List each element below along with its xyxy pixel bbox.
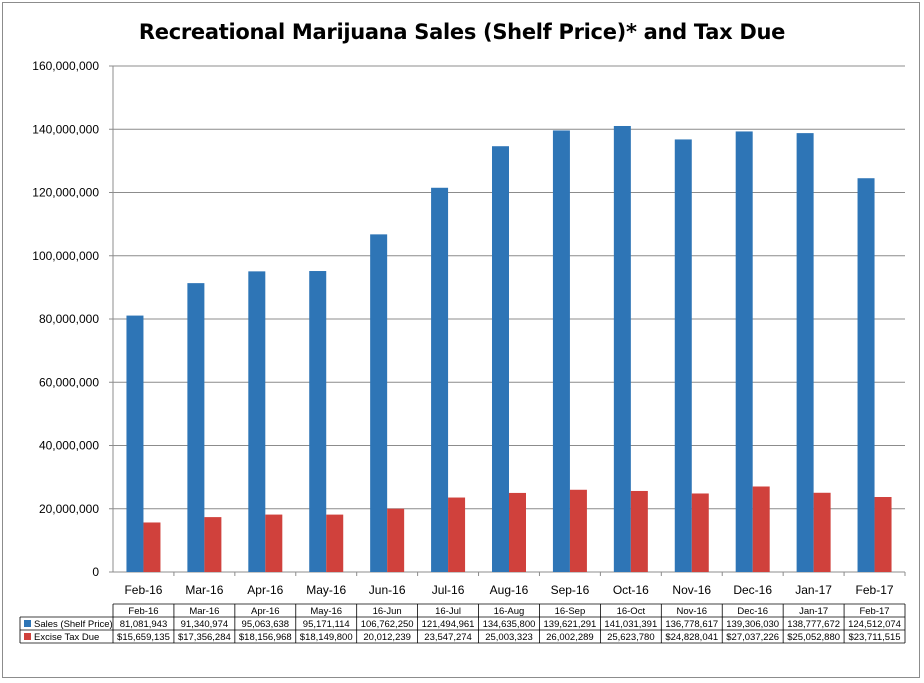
legend-label: Excise Tax Due (34, 632, 99, 643)
tax-bar (387, 508, 405, 572)
table-cell: 124,512,074 (848, 619, 901, 630)
sales-bar (796, 133, 814, 573)
sales-bar (309, 271, 327, 572)
tax-bar (204, 517, 222, 572)
table-cell: $25,052,880 (787, 632, 840, 643)
table-cell: 26,002,289 (546, 632, 594, 643)
table-cell: $23,711,515 (848, 632, 900, 643)
sales-bar (552, 130, 570, 572)
y-tick-label: 80,000,000 (39, 312, 99, 326)
table-cell: 25,003,323 (485, 632, 533, 643)
table-cell: $18,156,968 (239, 632, 292, 643)
y-tick-label: 0 (92, 565, 99, 579)
table-cell: 23,547,274 (424, 632, 472, 643)
table-header: Dec-16 (737, 606, 768, 617)
table-cell: 95,063,638 (242, 619, 290, 630)
table-cell: $24,828,041 (665, 632, 718, 643)
x-tick-label: Feb-17 (856, 583, 894, 597)
x-tick-label: Dec-16 (733, 583, 772, 597)
table-header: 16-Sep (555, 606, 586, 617)
x-tick-label: Nov-16 (672, 583, 711, 597)
table-cell: 81,081,943 (120, 619, 168, 630)
table-header: 16-Jul (435, 606, 461, 617)
legend-label: Sales (Shelf Price) (34, 619, 113, 630)
table-header: 16-Aug (494, 606, 525, 617)
tax-bar (143, 522, 161, 572)
x-tick-label: Sep-16 (551, 583, 590, 597)
table-cell: 121,494,961 (422, 619, 475, 630)
table-cell: $15,659,135 (117, 632, 170, 643)
sales-bar (735, 131, 753, 572)
table-cell: 139,306,030 (726, 619, 779, 630)
tax-bar (265, 514, 283, 572)
sales-bar (248, 271, 266, 572)
table-header: Apr-16 (251, 606, 280, 617)
tax-bar (813, 492, 831, 572)
x-tick-label: Jul-16 (432, 583, 465, 597)
table-header: Feb-16 (128, 606, 158, 617)
x-tick-label: Jan-17 (795, 583, 832, 597)
sales-bar (431, 187, 449, 572)
tax-bar (509, 492, 526, 572)
y-tick-label: 120,000,000 (32, 186, 99, 200)
table-header: 16-Oct (617, 606, 646, 617)
x-tick-label: Aug-16 (490, 583, 529, 597)
legend-key (24, 633, 31, 640)
tax-bar (569, 489, 587, 572)
y-tick-label: 60,000,000 (39, 375, 99, 389)
x-tick-label: Mar-16 (185, 583, 223, 597)
table-header: Feb-17 (859, 606, 889, 617)
table-cell: 134,635,800 (483, 619, 536, 630)
sales-bar (187, 283, 205, 572)
x-tick-label: Feb-16 (124, 583, 162, 597)
table-cell: $17,356,284 (178, 632, 231, 643)
table-cell: 91,340,974 (181, 619, 229, 630)
tax-bar (448, 497, 466, 572)
legend-key (24, 620, 31, 627)
table-cell: 141,031,391 (604, 619, 657, 630)
chart-title: Recreational Marijuana Sales (Shelf Pric… (138, 20, 786, 44)
table-header: Nov-16 (676, 606, 707, 617)
table-header: 16-Jun (373, 606, 402, 617)
y-tick-label: 160,000,000 (32, 59, 99, 73)
table-cell: 20,012,239 (363, 632, 411, 643)
table-cell: $27,037,226 (726, 632, 779, 643)
sales-bar (613, 125, 631, 573)
sales-bar (126, 315, 144, 572)
table-header: May-16 (310, 606, 342, 617)
table-cell: 106,762,250 (361, 619, 414, 630)
x-tick-label: Jun-16 (369, 583, 406, 597)
tax-bar (326, 514, 344, 572)
x-tick-label: May-16 (306, 583, 346, 597)
sales-bar (857, 178, 875, 572)
y-tick-label: 140,000,000 (32, 122, 99, 136)
tax-bar (874, 497, 892, 572)
table-cell: 136,778,617 (665, 619, 718, 630)
table-cell: $18,149,800 (300, 632, 353, 643)
table-cell: 25,623,780 (607, 632, 655, 643)
y-tick-label: 20,000,000 (39, 502, 99, 516)
tax-bar (752, 486, 770, 572)
table-header: Jan-17 (799, 606, 828, 617)
y-tick-label: 100,000,000 (32, 249, 99, 263)
table-cell: 139,621,291 (544, 619, 597, 630)
x-tick-label: Apr-16 (247, 583, 283, 597)
sales-bar (492, 146, 509, 572)
y-tick-label: 40,000,000 (39, 439, 99, 453)
tax-bar (630, 490, 648, 572)
table-cell: 95,171,114 (303, 619, 350, 630)
table-header: Mar-16 (189, 606, 219, 617)
tax-bar (691, 493, 709, 572)
table-cell: 138,777,672 (787, 619, 840, 630)
sales-bar (674, 139, 692, 572)
x-tick-label: Oct-16 (613, 583, 649, 597)
sales-bar (370, 234, 388, 572)
